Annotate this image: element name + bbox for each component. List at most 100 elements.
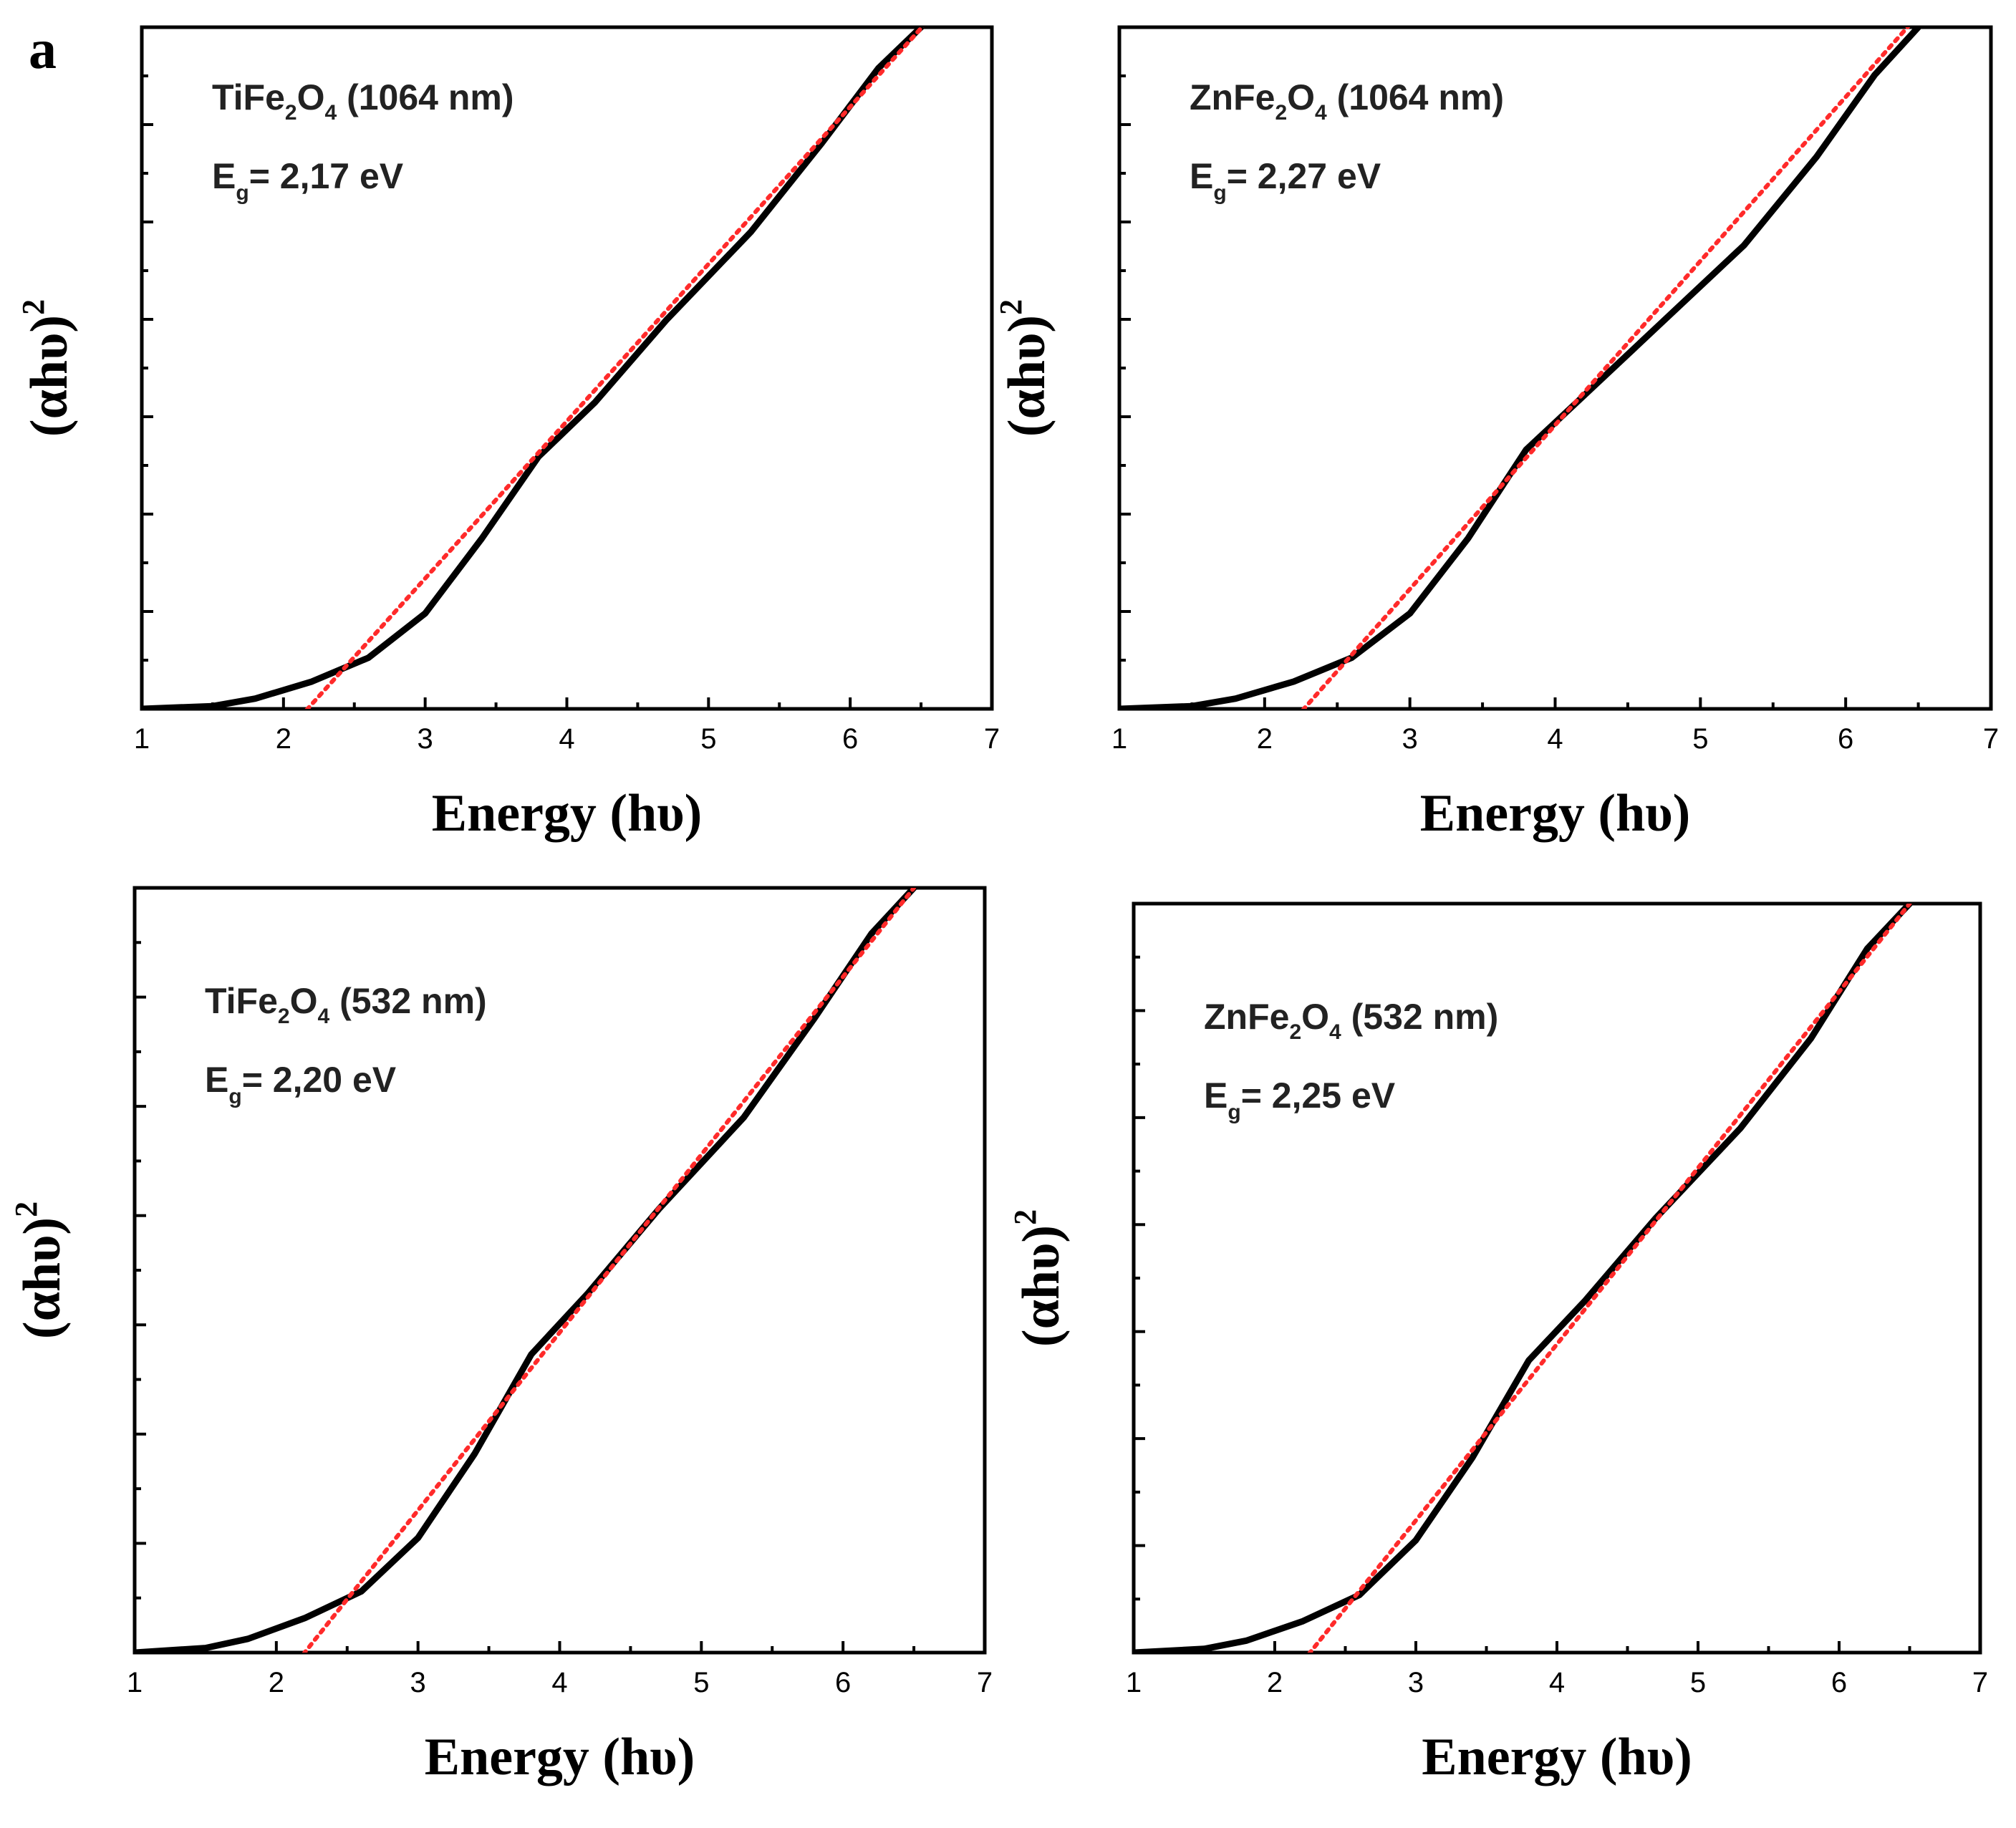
x-tick-label: 1: [1111, 723, 1127, 755]
compound-text: O: [290, 981, 318, 1021]
compound-label: TiFe2O4 (532 nm): [205, 981, 487, 1028]
eg-symbol: E: [1190, 156, 1213, 196]
x-tick-label: 1: [134, 723, 150, 755]
x-tick-label: 6: [1831, 1667, 1847, 1698]
x-tick-label: 1: [127, 1667, 143, 1698]
x-tick-label: 5: [700, 723, 716, 755]
linear-fit-line: [302, 888, 917, 1653]
subscript: 2: [1289, 1020, 1301, 1044]
y-axis-title: (αhυ)2: [993, 299, 1056, 437]
subscript: 4: [1329, 1020, 1341, 1044]
subscript: g: [228, 1085, 241, 1108]
compound-label: TiFe2O4 (1064 nm): [212, 77, 514, 125]
x-axis-title: Energy (hυ): [432, 784, 703, 843]
superscript: 2: [9, 1201, 44, 1217]
x-tick-label: 7: [984, 723, 1000, 755]
x-tick-label: 6: [1838, 723, 1853, 755]
compound-text: ZnFe: [1204, 997, 1289, 1037]
eg-symbol: E: [212, 156, 236, 196]
y-axis-text: (αhυ): [13, 1217, 72, 1339]
eg-value: = 2,25 eV: [1241, 1075, 1396, 1116]
tauc-curve: [142, 27, 925, 709]
x-tick-label: 3: [1402, 723, 1418, 755]
eg-value: = 2,20 eV: [242, 1060, 397, 1100]
y-axis-title: (αhυ)2: [9, 1201, 72, 1339]
plot-area: [1119, 27, 1922, 709]
compound-text: O: [297, 77, 325, 117]
x-tick-label: 2: [276, 723, 291, 755]
subscript: 2: [285, 101, 297, 125]
subscript: g: [1228, 1101, 1240, 1124]
x-tick-label: 3: [1408, 1667, 1424, 1698]
eg-value: = 2,17 eV: [249, 156, 404, 196]
linear-fit-line: [304, 27, 925, 709]
subscript: 2: [1275, 101, 1287, 125]
compound-text: O: [1287, 77, 1315, 117]
tauc-curve: [1134, 904, 1913, 1653]
plot-area: [142, 27, 925, 709]
x-tick-label: 5: [1690, 1667, 1706, 1698]
wavelength-text: (1064 nm): [1327, 77, 1504, 117]
plot-frame: [140, 25, 994, 711]
x-tick-label: 4: [1549, 1667, 1565, 1698]
x-tick-label: 4: [551, 1667, 567, 1698]
compound-text: TiFe: [212, 77, 285, 117]
compound-label: ZnFe2O4 (532 nm): [1204, 997, 1498, 1044]
x-tick-label: 2: [1257, 723, 1273, 755]
linear-fit-line: [1301, 27, 1911, 709]
x-tick-label: 1: [1126, 1667, 1142, 1698]
bandgap-label: Eg= 2,20 eV: [205, 1060, 397, 1108]
compound-text: TiFe: [205, 981, 278, 1021]
wavelength-text: (1064 nm): [337, 77, 513, 117]
x-tick-label: 4: [559, 723, 574, 755]
panel-label: a: [29, 18, 57, 80]
y-axis-text: (αhυ): [1012, 1225, 1071, 1347]
x-tick-label: 5: [1692, 723, 1708, 755]
x-tick-label: 4: [1547, 723, 1563, 755]
x-tick-label: 5: [693, 1667, 709, 1698]
x-tick-label: 7: [1972, 1667, 1988, 1698]
compound-text: O: [1301, 997, 1329, 1037]
x-tick-label: 2: [269, 1667, 284, 1698]
tauc-curve: [1119, 27, 1922, 709]
x-tick-label: 7: [977, 1667, 993, 1698]
y-axis-title: (αhυ)2: [1008, 1209, 1071, 1347]
subscript: g: [236, 181, 249, 205]
x-tick-label: 2: [1267, 1667, 1283, 1698]
x-tick-label: 6: [835, 1667, 851, 1698]
linear-fit-line: [1307, 904, 1912, 1653]
superscript: 2: [993, 299, 1028, 315]
compound-label: ZnFe2O4 (1064 nm): [1190, 77, 1504, 125]
bandgap-label: Eg= 2,27 eV: [1190, 156, 1381, 205]
wavelength-text: (532 nm): [329, 981, 487, 1021]
eg-value: = 2,27 eV: [1227, 156, 1381, 196]
superscript: 2: [16, 299, 51, 315]
bandgap-label: Eg= 2,25 eV: [1204, 1075, 1396, 1124]
eg-symbol: E: [1204, 1075, 1228, 1116]
x-tick-label: 3: [418, 723, 433, 755]
x-tick-label: 6: [842, 723, 858, 755]
x-axis-title: Energy (hυ): [1420, 784, 1691, 843]
plot-frame: [1117, 25, 1993, 711]
x-tick-label: 3: [410, 1667, 426, 1698]
subscript: 4: [324, 101, 337, 125]
compound-text: ZnFe: [1190, 77, 1275, 117]
y-axis-title: (αhυ)2: [16, 299, 79, 437]
y-axis-text: (αhυ): [998, 315, 1056, 437]
eg-symbol: E: [205, 1060, 228, 1100]
x-tick-label: 7: [1983, 723, 1999, 755]
x-axis-title: Energy (hυ): [1422, 1728, 1692, 1786]
subscript: 4: [317, 1005, 329, 1028]
y-axis-text: (αhυ): [20, 315, 79, 437]
superscript: 2: [1008, 1209, 1043, 1225]
plot-area: [135, 888, 917, 1653]
subscript: 4: [1315, 101, 1327, 125]
wavelength-text: (532 nm): [1341, 997, 1499, 1037]
bandgap-label: Eg= 2,17 eV: [212, 156, 404, 205]
